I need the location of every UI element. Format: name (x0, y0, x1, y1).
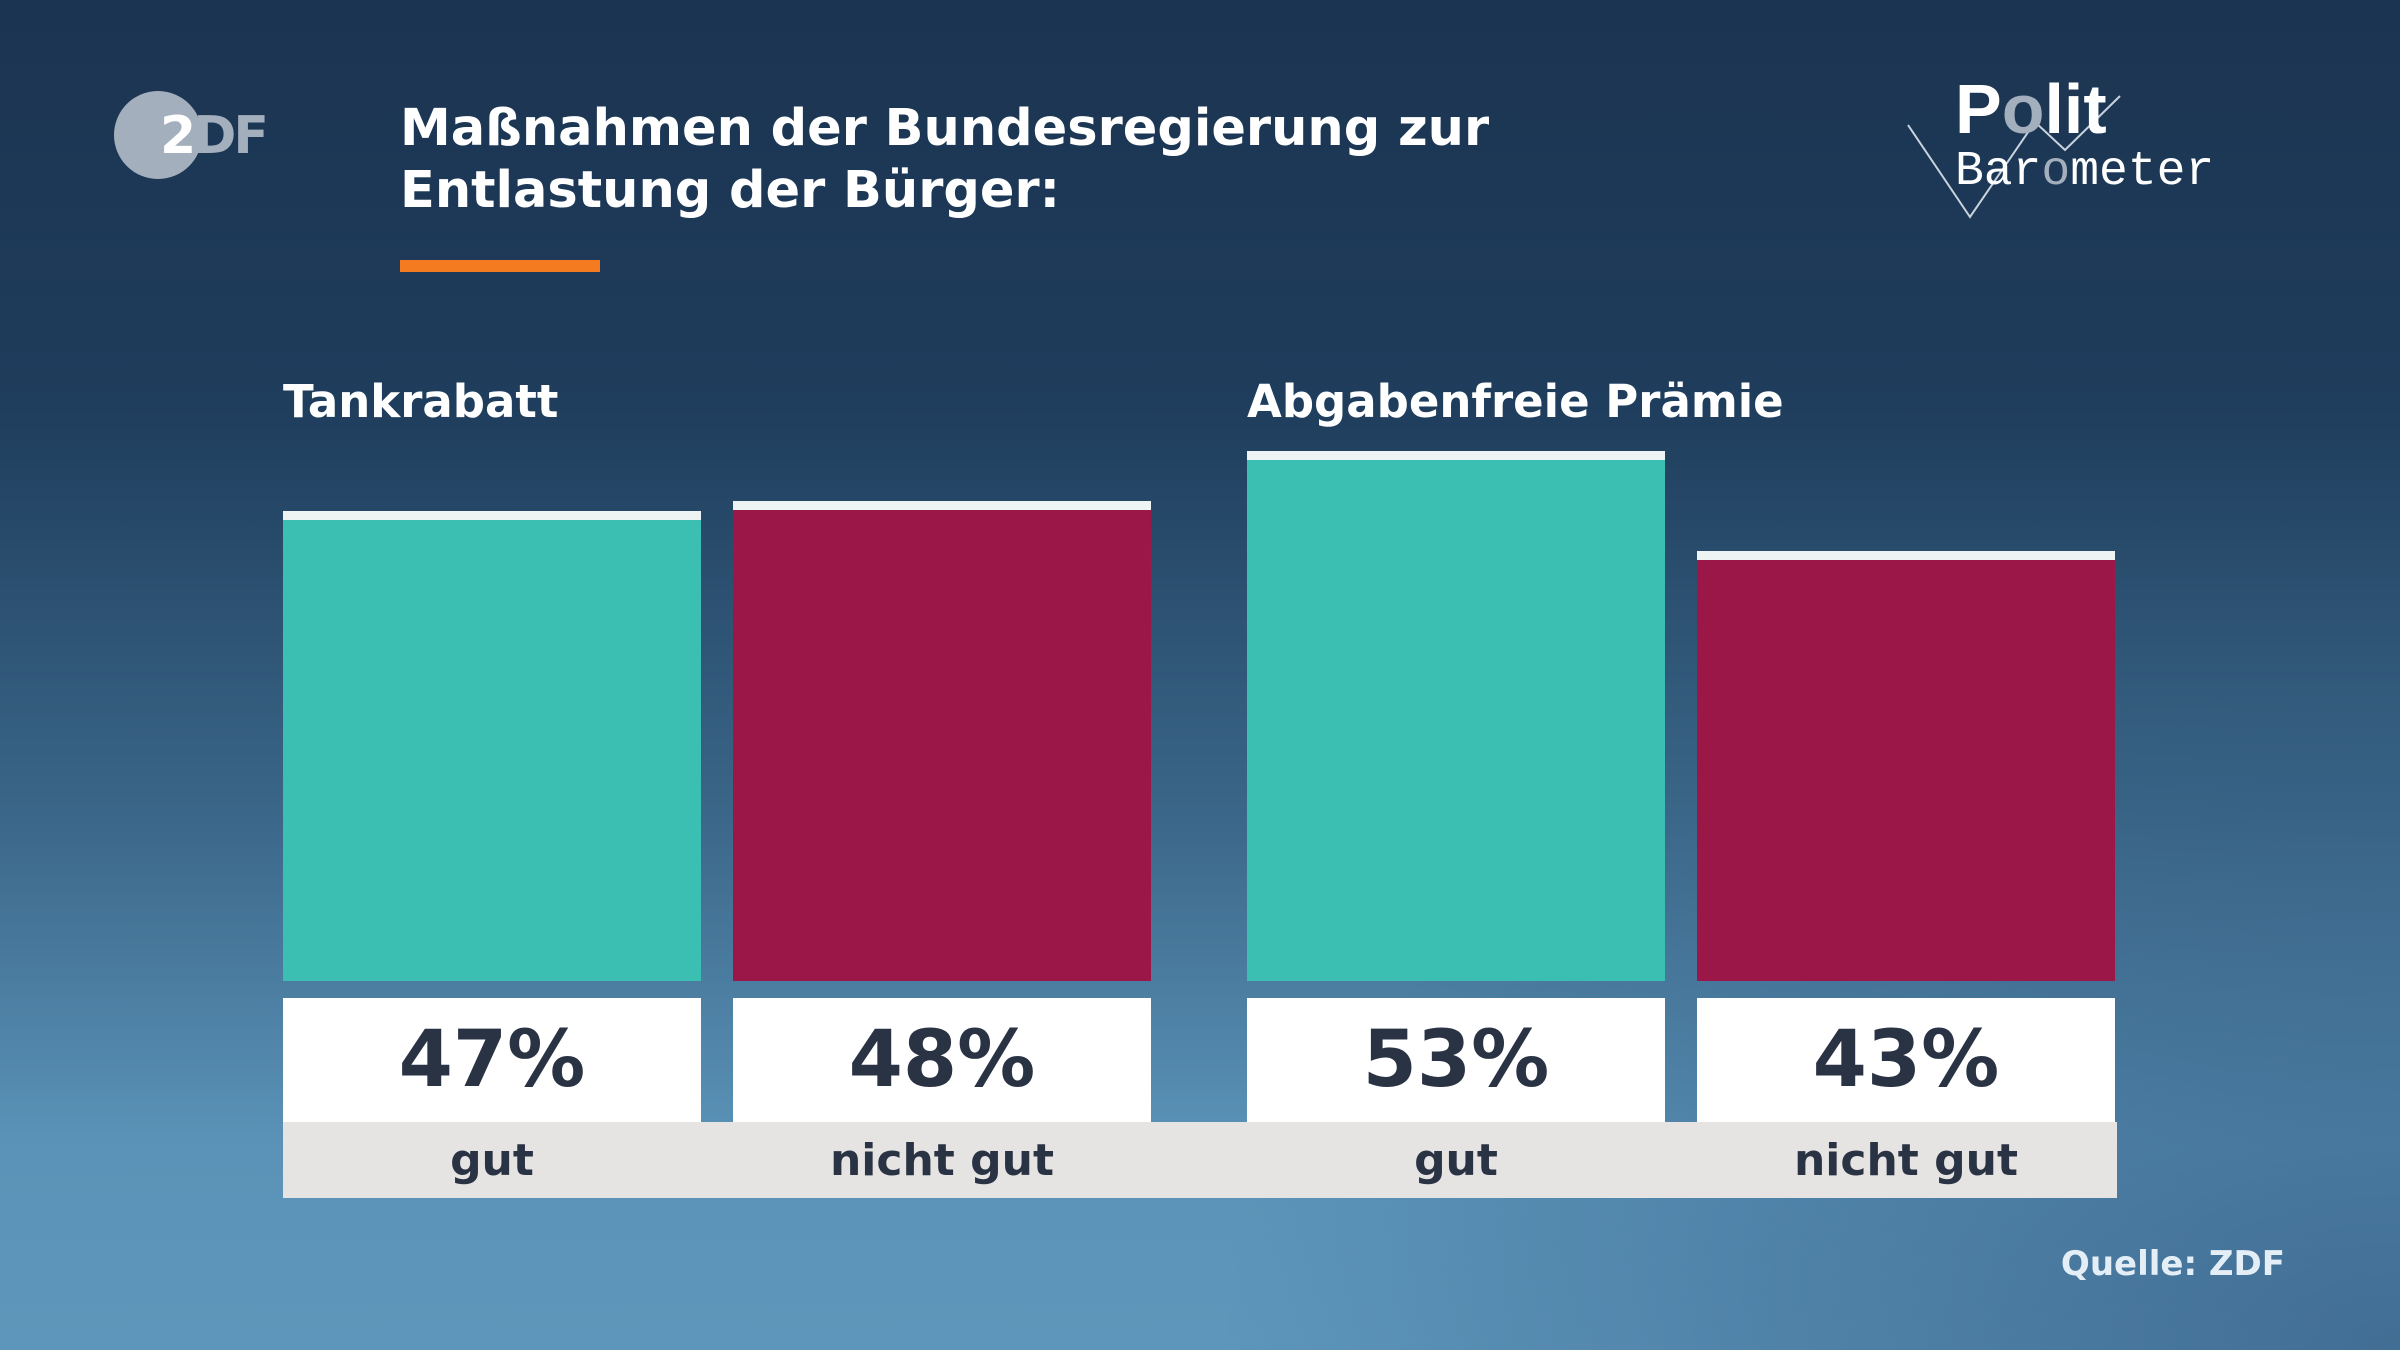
source-note: Quelle: ZDF (2060, 1244, 2285, 1284)
data-label: 43% (1697, 998, 2115, 1122)
data-label: 53% (1247, 998, 1665, 1122)
bar-nicht-gut (733, 501, 1151, 981)
svg-text:Barometer: Barometer (1955, 145, 2214, 199)
bar-gut (283, 511, 701, 981)
zdf-logo-circle (114, 91, 202, 179)
title-accent-bar (400, 260, 600, 272)
politbarometer-logo: Polit Barometer (1907, 70, 2214, 219)
category-label: nicht gut (829, 1134, 1055, 1186)
category-label: gut (450, 1134, 534, 1186)
chart-title: Maßnahmen der Bundesregierung zur Entlas… (400, 99, 1490, 220)
bar-nicht-gut (1697, 551, 2115, 981)
data-label: 48% (733, 998, 1151, 1122)
bar-cap (283, 511, 701, 520)
category-label: nicht gut (1793, 1134, 2019, 1186)
category-label: gut (1414, 1134, 1498, 1186)
bar-cap (733, 501, 1151, 510)
zdf-logo: 2DF (160, 106, 269, 166)
bar-gut (1247, 451, 1665, 981)
category-strip (283, 1122, 2117, 1198)
bar-cap (1697, 551, 2115, 560)
group-label: Abgabenfreie Prämie (1247, 375, 1784, 428)
group-label: Tankrabatt (283, 375, 559, 428)
bar-cap (1247, 451, 1665, 460)
svg-text:Polit: Polit (1955, 70, 2107, 148)
data-label: 47% (283, 998, 701, 1122)
